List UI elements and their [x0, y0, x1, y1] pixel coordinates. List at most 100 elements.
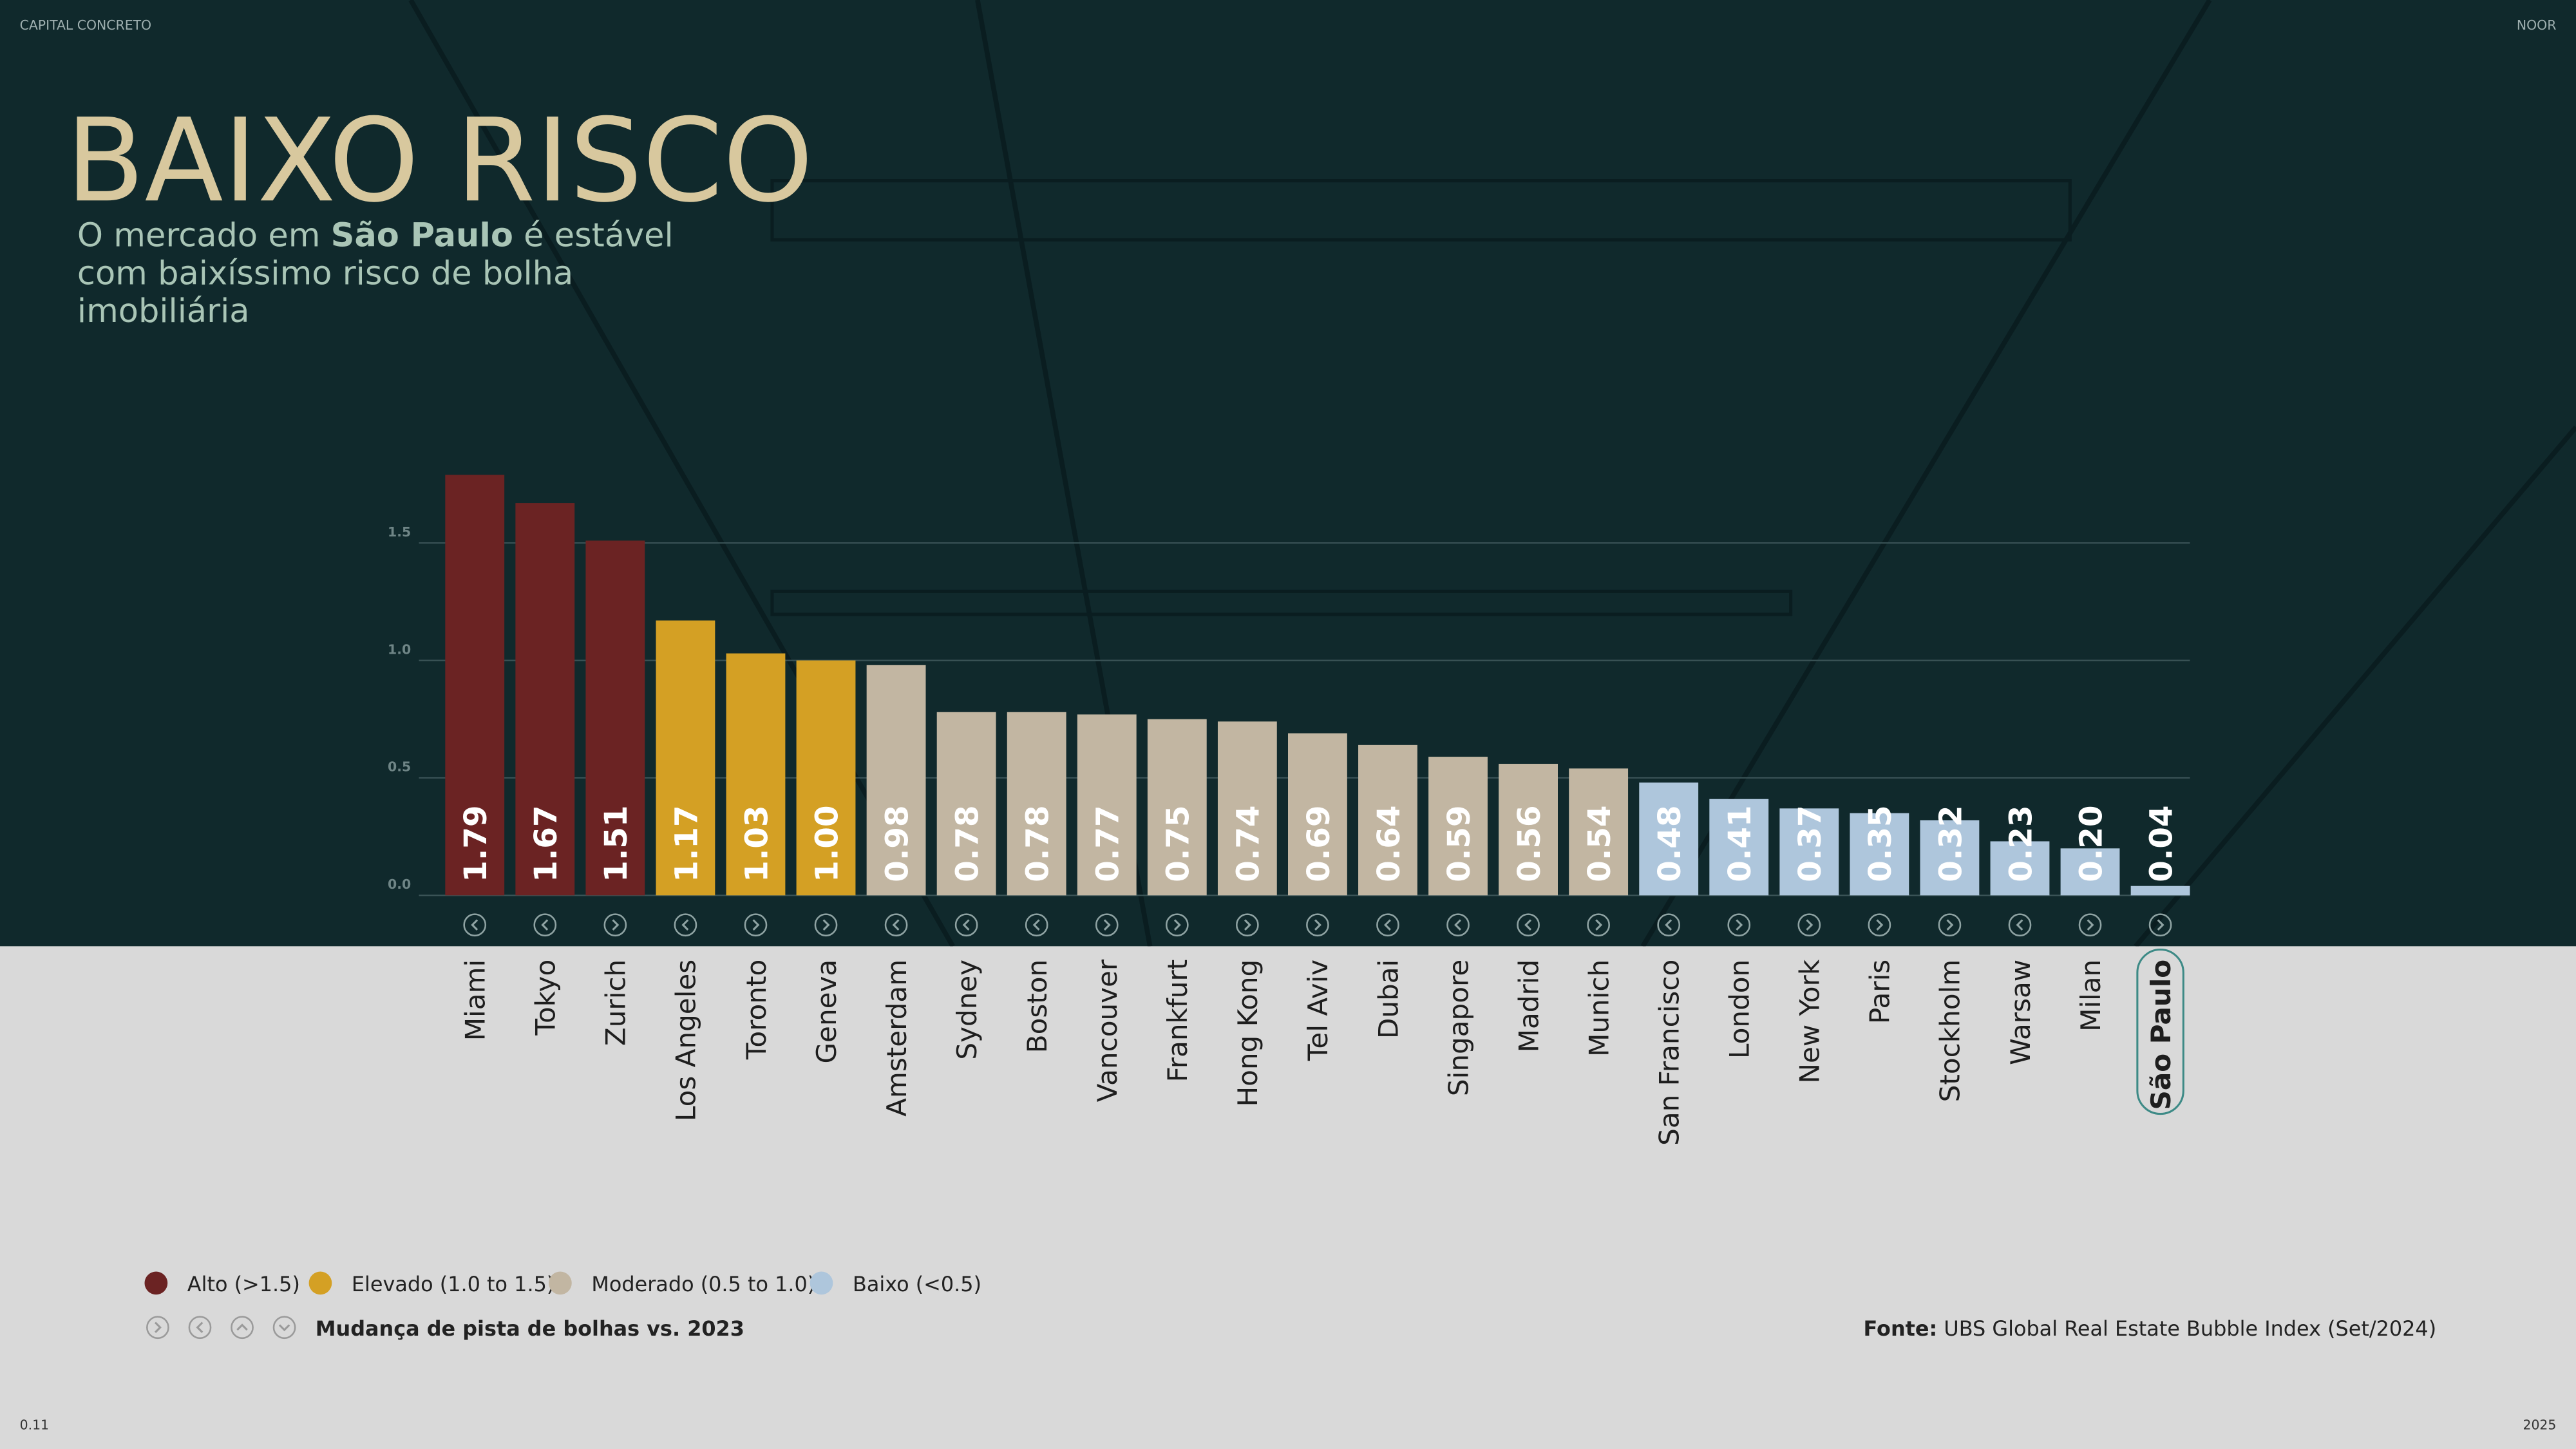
icon-circle	[744, 913, 768, 937]
x-tick-label: Madrid	[1513, 960, 1544, 1053]
subtitle-text: O mercado em	[77, 217, 331, 255]
bottom-panel	[0, 946, 2576, 1449]
icon-circle	[674, 913, 697, 937]
x-tick-label: Munich	[1583, 960, 1615, 1057]
icon-circle	[1868, 913, 1891, 937]
change-legend-label: Mudança de pista de bolhas vs. 2023	[316, 1316, 744, 1341]
value-label: 0.54	[1582, 805, 1618, 882]
icon-chevron	[822, 919, 830, 931]
x-tick-label: Paris	[1864, 960, 1896, 1024]
legend-icon	[272, 1316, 296, 1340]
icon-circle	[146, 1316, 169, 1340]
bar	[1147, 719, 1207, 896]
bar	[1288, 733, 1347, 896]
icon-circle	[463, 913, 487, 937]
change-icon	[1025, 913, 1048, 937]
change-icon	[533, 913, 557, 937]
change-icon	[744, 913, 768, 937]
change-icon	[954, 913, 978, 937]
change-icon	[1797, 913, 1821, 937]
x-tick-label: San Francisco	[1654, 960, 1685, 1146]
highlight-outline	[2136, 948, 2184, 1115]
bar	[656, 620, 715, 896]
change-icon	[674, 913, 697, 937]
source-text: UBS Global Real Estate Bubble Index (Set…	[1937, 1316, 2436, 1341]
icon-chevron	[541, 919, 549, 931]
icon-chevron	[2157, 919, 2164, 931]
bar	[515, 503, 575, 896]
bar	[2130, 886, 2190, 896]
icon-circle	[1587, 913, 1610, 937]
icon-chevron	[1876, 919, 1884, 931]
brand: CAPITAL CONCRETO	[20, 17, 152, 33]
bar	[1709, 799, 1769, 896]
x-tick-label: São Paulo	[2145, 960, 2177, 1110]
change-icon	[1306, 913, 1329, 937]
value-label: 1.51	[598, 805, 634, 882]
x-tick-label: Singapore	[1443, 960, 1474, 1096]
y-tick-label: 0.0	[388, 876, 411, 892]
x-tick-label: Warsaw	[2005, 960, 2036, 1065]
brand-right: NOOR	[2517, 17, 2557, 33]
bar	[1850, 813, 1909, 896]
icon-chevron	[236, 1323, 248, 1331]
x-tick-label: Tokyo	[530, 960, 562, 1036]
value-label: 0.56	[1511, 805, 1548, 882]
legend-icon	[146, 1316, 169, 1340]
change-icon	[1165, 913, 1189, 937]
y-tick-label: 1.5	[388, 524, 411, 540]
year: 2025	[2523, 1417, 2556, 1432]
legend-swatch	[549, 1271, 572, 1295]
icon-chevron	[962, 919, 970, 931]
change-icon	[1236, 913, 1259, 937]
x-tick-label: Vancouver	[1092, 959, 1123, 1102]
value-label: 1.17	[668, 805, 705, 882]
icon-chevron	[1383, 919, 1391, 931]
icon-chevron	[1454, 919, 1461, 931]
icon-circle	[1446, 913, 1470, 937]
bar	[1990, 841, 2050, 896]
value-label: 0.37	[1792, 805, 1828, 882]
icon-chevron	[1244, 919, 1251, 931]
change-icon	[1938, 913, 1962, 937]
bar	[866, 665, 926, 896]
value-label: 0.48	[1652, 805, 1688, 882]
icon-chevron	[681, 919, 689, 931]
value-label: 0.23	[2003, 805, 2039, 882]
icon-circle	[1517, 913, 1540, 937]
change-icon	[463, 913, 487, 937]
value-label: 0.75	[1160, 805, 1197, 882]
value-label: 0.32	[1933, 805, 1969, 882]
icon-chevron	[752, 919, 760, 931]
subtitle-highlight: São Paulo	[331, 217, 513, 255]
bar	[726, 653, 786, 896]
value-label: 0.64	[1371, 805, 1407, 882]
x-tick-label: Los Angeles	[670, 960, 702, 1121]
icon-circle	[1236, 913, 1259, 937]
value-label: 0.77	[1090, 805, 1126, 882]
change-icon	[1517, 913, 1540, 937]
icon-chevron	[612, 919, 620, 931]
value-label: 0.41	[1722, 805, 1758, 882]
x-tick-label: Sydney	[951, 960, 983, 1060]
x-tick-label: Tel Aviv	[1302, 960, 1334, 1061]
icon-circle	[1657, 913, 1681, 937]
x-tick-label: Geneva	[811, 960, 842, 1064]
value-label: 0.20	[2073, 805, 2109, 882]
value-label: 0.78	[1020, 805, 1056, 882]
value-label: 0.04	[2143, 805, 2179, 882]
icon-circle	[1025, 913, 1048, 937]
change-icon	[2148, 913, 2172, 937]
chart-title: BAIXO RISCO	[66, 94, 813, 228]
subtitle-line: imobiliária	[77, 292, 250, 330]
bar	[445, 475, 505, 896]
change-icon	[1657, 913, 1681, 937]
icon-circle	[2008, 913, 2032, 937]
legend-label: Elevado (1.0 to 1.5)	[352, 1272, 554, 1296]
value-label: 0.74	[1231, 805, 1267, 882]
icon-circle	[603, 913, 627, 937]
y-tick-label: 1.0	[388, 641, 411, 657]
bar	[1499, 764, 1558, 896]
bar	[1358, 744, 1417, 896]
